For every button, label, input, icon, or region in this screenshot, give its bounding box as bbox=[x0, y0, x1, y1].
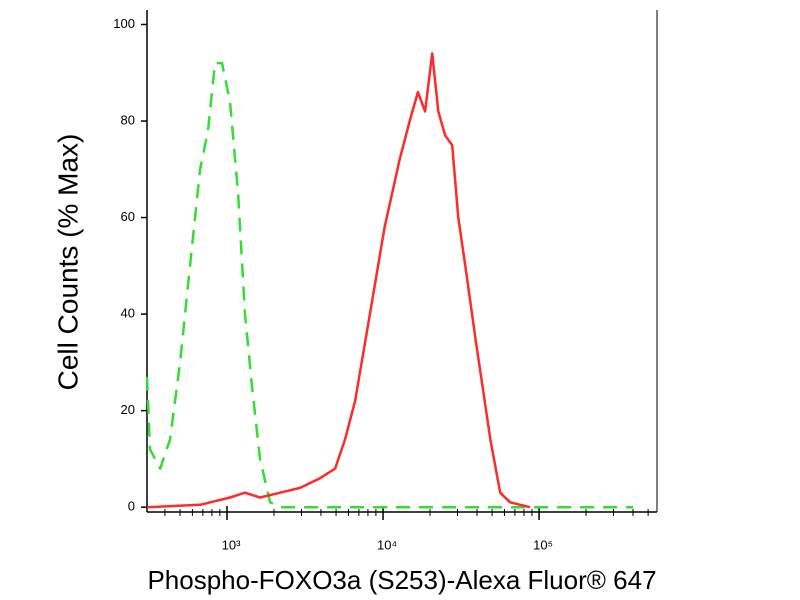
y-tick-label: 80 bbox=[121, 112, 135, 127]
y-tick-label: 100 bbox=[113, 16, 135, 31]
y-tick-label: 20 bbox=[121, 402, 135, 417]
y-tick-label: 60 bbox=[121, 209, 135, 224]
y-axis-label: Cell Counts (% Max) bbox=[52, 134, 83, 391]
x-tick-label: 10⁵ bbox=[533, 537, 553, 552]
y-tick-label: 0 bbox=[128, 499, 135, 514]
series-line bbox=[145, 61, 633, 509]
x-tick-label: 10⁴ bbox=[377, 537, 397, 552]
x-tick-label: 10³ bbox=[222, 537, 241, 552]
series-line bbox=[146, 52, 531, 509]
y-tick-label: 40 bbox=[121, 306, 135, 321]
x-axis-label: Phospho-FOXO3a (S253)-Alexa Fluor® 647 bbox=[147, 565, 656, 595]
